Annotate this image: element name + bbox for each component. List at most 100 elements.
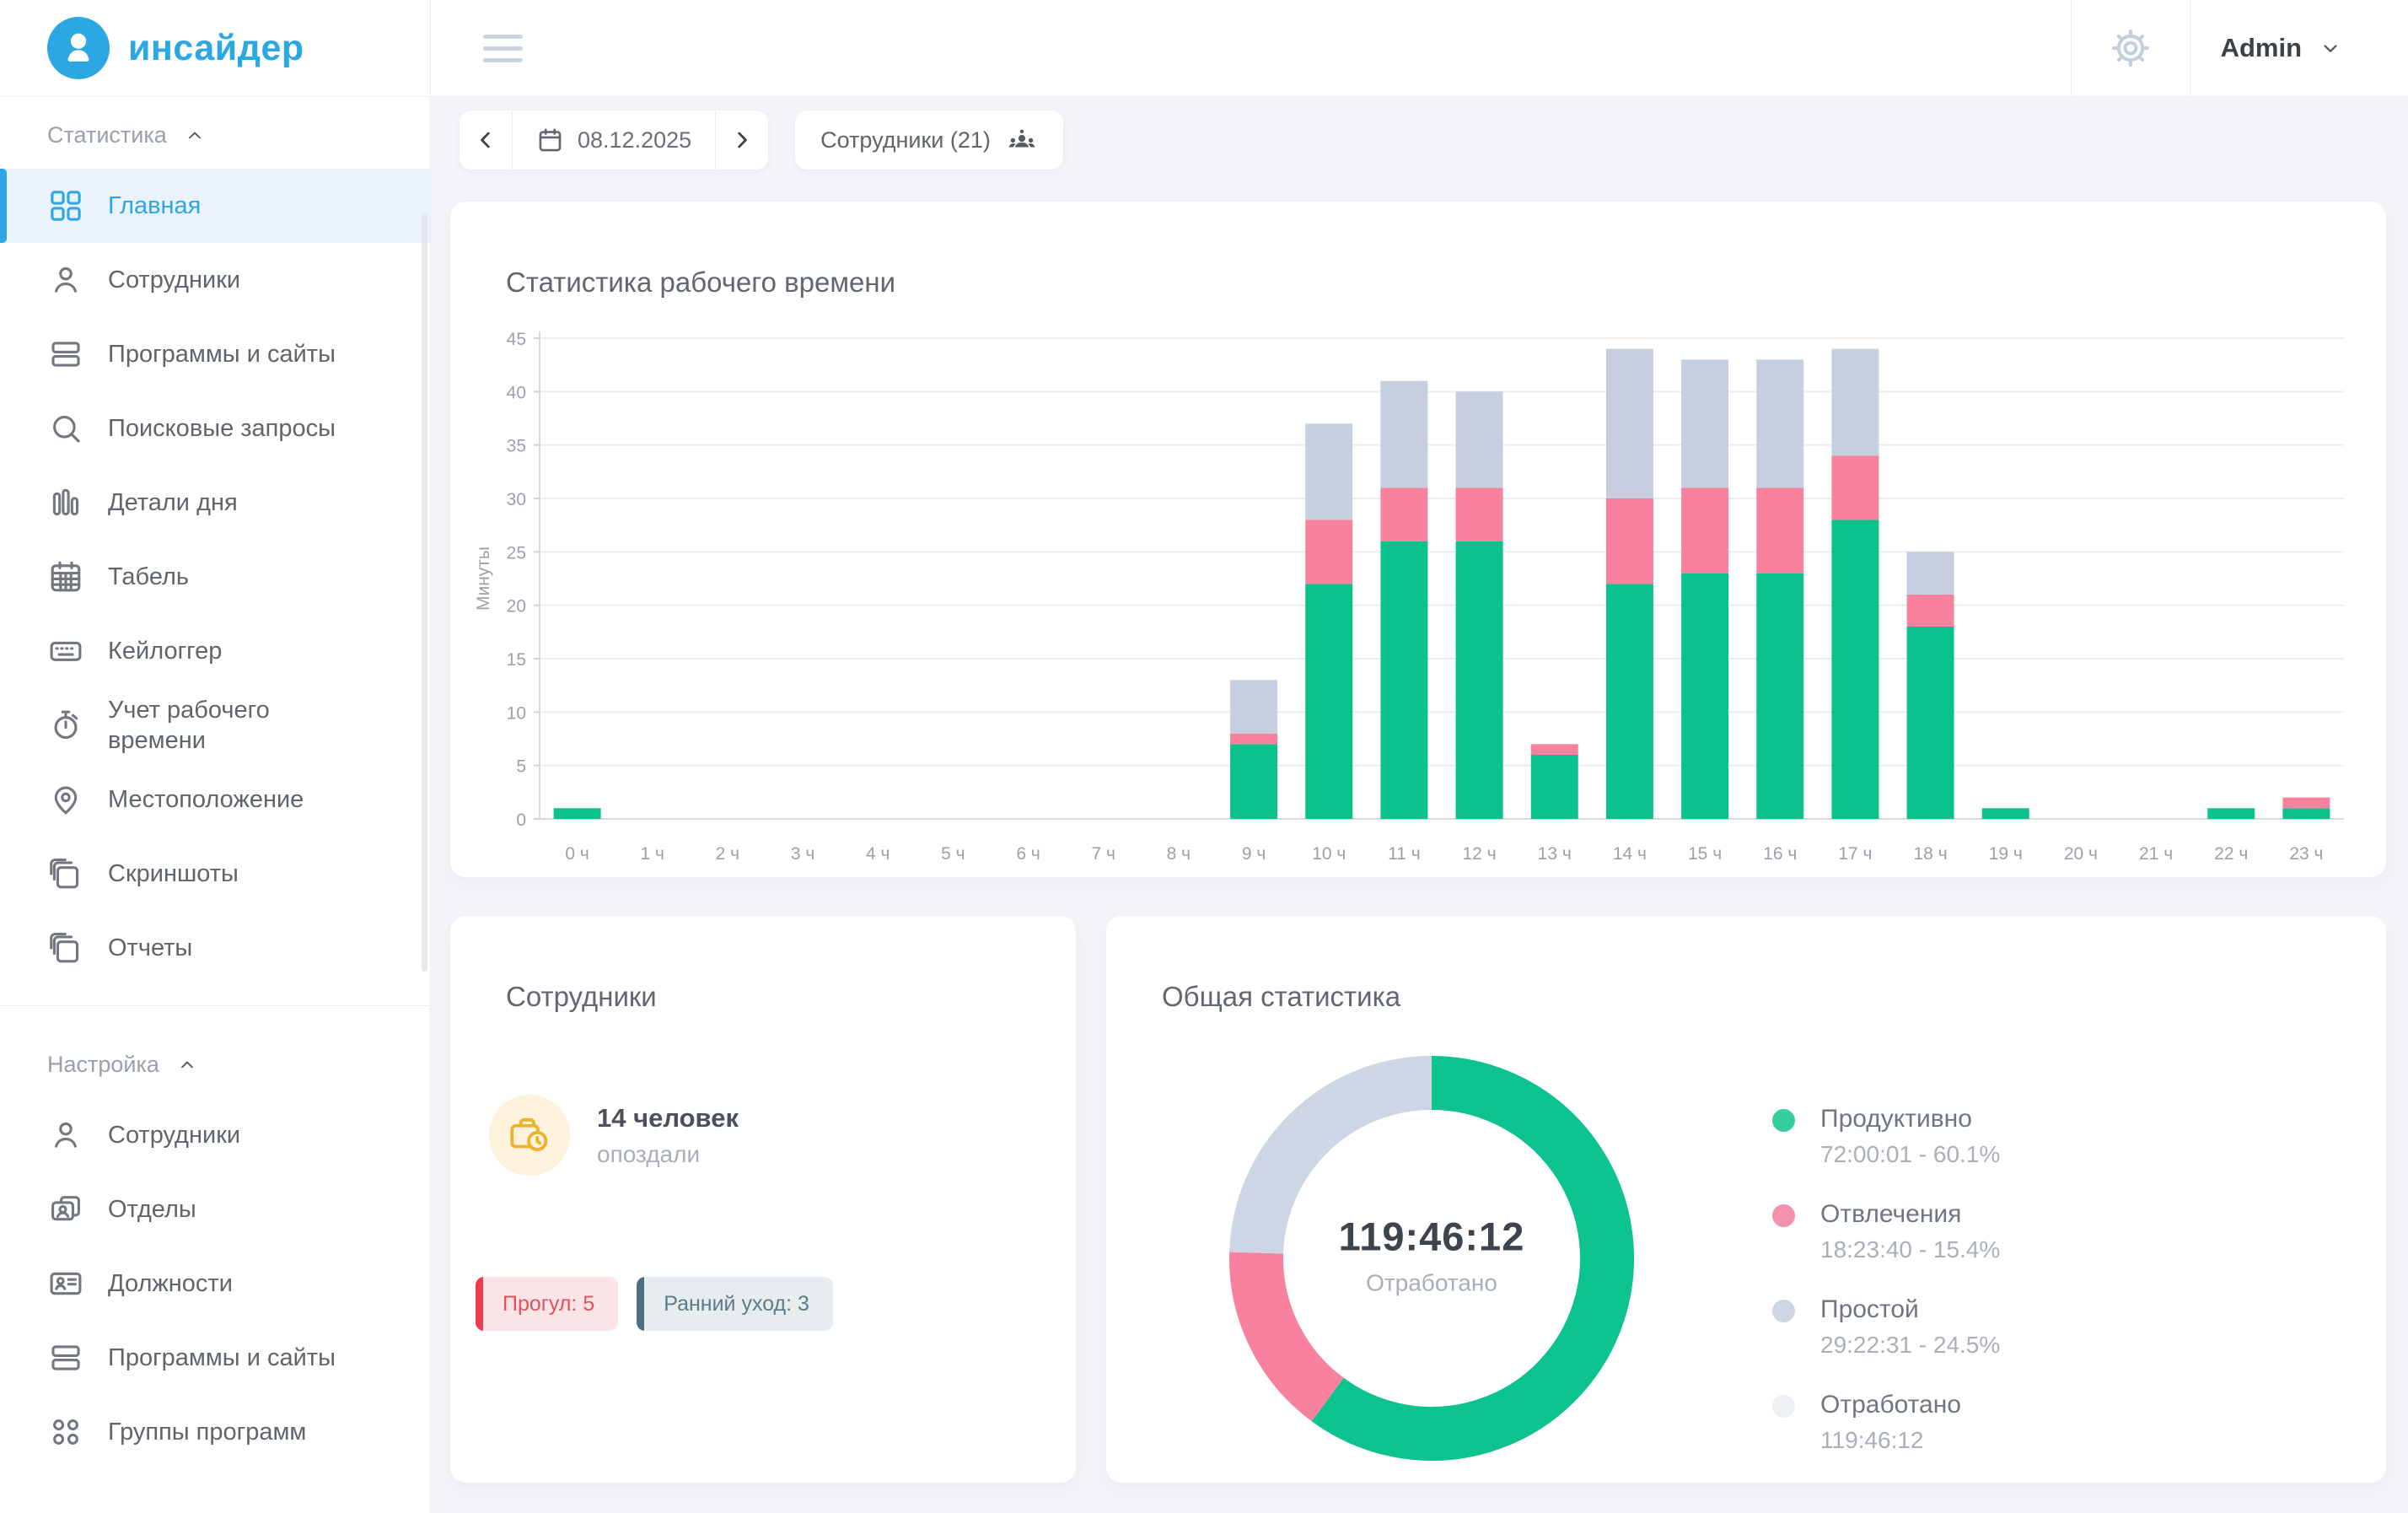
svg-text:9 ч: 9 ч <box>1242 844 1266 864</box>
sidebar-item-employees[interactable]: Сотрудники <box>0 243 430 317</box>
sidebar-item-label: Отчеты <box>108 934 193 961</box>
sidebar-item-screenshots[interactable]: Скриншоты <box>0 837 430 911</box>
topbar-divider <box>2070 0 2072 96</box>
svg-text:25: 25 <box>507 543 526 563</box>
legend-label: Отвлечения <box>1820 1200 1962 1228</box>
sidebar-item-timesheet[interactable]: Табель <box>0 540 430 614</box>
sidebar-section-statistics[interactable]: Статистика <box>0 97 430 169</box>
sidebar-scrollbar[interactable] <box>422 213 427 972</box>
sidebar-item-home[interactable]: Главная <box>0 169 430 243</box>
overall-stats-card: Общая статистика 119:46:12 Отработано Пр… <box>1106 916 2386 1483</box>
worked-total-label: Отработано <box>1366 1269 1497 1296</box>
date-picker[interactable]: 08.12.2025 <box>512 110 717 170</box>
svg-text:30: 30 <box>507 490 526 509</box>
rows-icon <box>47 1339 84 1376</box>
sidebar-section-settings[interactable]: Настройка <box>0 1026 430 1098</box>
svg-text:12 ч: 12 ч <box>1463 844 1497 864</box>
donut-chart: 119:46:12 Отработано <box>1221 1047 1642 1469</box>
idcards-icon <box>47 1191 84 1228</box>
sidebar-item-label: Группы программ <box>108 1418 307 1446</box>
dashboard-icon <box>47 187 84 224</box>
app-logo[interactable]: инсайдер <box>0 0 430 97</box>
topbar: Admin <box>431 0 2408 97</box>
svg-text:0 ч: 0 ч <box>565 844 589 864</box>
donut-mount <box>1221 1047 1642 1473</box>
svg-text:23 ч: 23 ч <box>2289 844 2323 864</box>
hamburger-menu-icon[interactable] <box>483 34 523 62</box>
chevron-down-icon <box>2319 36 2342 60</box>
chevron-up-icon <box>176 1054 198 1076</box>
svg-text:11 ч: 11 ч <box>1388 844 1421 864</box>
svg-text:40: 40 <box>507 383 526 402</box>
sidebar-item-label: Скриншоты <box>108 859 239 887</box>
legend-row-3: Отработано 119:46:12 <box>1772 1391 2000 1454</box>
chip-label: Ранний уход: 3 <box>664 1291 809 1316</box>
sidebar-item-label: Отделы <box>108 1195 196 1223</box>
legend-label: Простой <box>1820 1295 1919 1323</box>
sidebar-item-label: Главная <box>108 191 202 219</box>
employees-card-title: Сотрудники <box>506 981 657 1013</box>
legend-value: 119:46:12 <box>1820 1427 1924 1453</box>
svg-text:10: 10 <box>507 703 526 723</box>
legend-row-0: Продуктивно 72:00:01 - 60.1% <box>1772 1105 2000 1168</box>
late-employees-text: 14 человек опоздали <box>597 1103 739 1168</box>
gear-icon <box>2111 30 2149 67</box>
legend-value: 18:23:40 - 15.4% <box>1820 1236 2001 1263</box>
worked-total-value: 119:46:12 <box>1338 1214 1525 1259</box>
svg-text:18 ч: 18 ч <box>1914 844 1948 864</box>
svg-text:3 ч: 3 ч <box>791 844 814 864</box>
briefcase-clock-icon <box>489 1095 570 1176</box>
svg-text:22 ч: 22 ч <box>2214 844 2248 864</box>
employees-filter-button[interactable]: Сотрудники (21) <box>795 110 1063 170</box>
legend-dot <box>1772 1204 1795 1227</box>
sidebar-item-reports[interactable]: Отчеты <box>0 911 430 985</box>
sidebar-item-label: Сотрудники <box>108 266 241 293</box>
legend-row-2: Простой 29:22:31 - 24.5% <box>1772 1295 2000 1359</box>
prev-day-button[interactable] <box>460 110 512 170</box>
main-area: Admin 08.12.2025 <box>431 0 2408 1513</box>
next-day-button[interactable] <box>716 110 768 170</box>
sidebar: инсайдер Статистика Главная Сотрудники Прог… <box>0 0 431 1513</box>
svg-text:14 ч: 14 ч <box>1613 844 1647 864</box>
chevron-left-icon <box>481 132 490 148</box>
svg-text:20 ч: 20 ч <box>2064 844 2098 864</box>
sidebar-item-programs-sites[interactable]: Программы и сайты <box>0 317 430 391</box>
chip-label: Прогул: 5 <box>503 1291 595 1316</box>
sidebar-item-day-details[interactable]: Детали дня <box>0 466 430 540</box>
sidebar-section-title: Статистика <box>47 122 167 148</box>
sidebar-item-keylogger[interactable]: Кейлоггер <box>0 614 430 688</box>
legend-texts: Отработано 119:46:12 <box>1820 1391 1961 1454</box>
sidebar-item-positions[interactable]: Должности <box>0 1246 430 1321</box>
sidebar-item-employees-settings[interactable]: Сотрудники <box>0 1098 430 1172</box>
sidebar-item-label: Программы и сайты <box>108 340 336 368</box>
working-time-title: Статистика рабочего времени <box>506 267 896 299</box>
chip-accent-bar <box>637 1277 645 1331</box>
donut-legend: Продуктивно 72:00:01 - 60.1% Отвлечения 18:… <box>1772 1105 2000 1454</box>
svg-text:2 ч: 2 ч <box>716 844 739 864</box>
sidebar-item-location[interactable]: Местоположение <box>0 762 430 837</box>
legend-dot <box>1772 1300 1795 1322</box>
overall-stats-donut <box>1229 1056 1634 1461</box>
people-group-icon <box>1006 124 1038 156</box>
sidebar-nav: Статистика Главная Сотрудники Программы и с… <box>0 97 430 1469</box>
sidebar-item-departments[interactable]: Отделы <box>0 1172 430 1246</box>
stopwatch-icon <box>47 707 84 744</box>
svg-text:6 ч: 6 ч <box>1016 844 1040 864</box>
sidebar-item-program-groups[interactable]: Группы программ <box>0 1395 430 1469</box>
sidebar-item-programs-sites-settings[interactable]: Программы и сайты <box>0 1321 430 1395</box>
user-icon <box>47 261 84 299</box>
admin-label: Admin <box>2220 33 2302 62</box>
chip-accent-bar <box>476 1277 483 1331</box>
sidebar-item-label: Должности <box>108 1269 233 1297</box>
date-pager: 08.12.2025 <box>460 110 769 170</box>
svg-text:16 ч: 16 ч <box>1763 844 1797 864</box>
sidebar-item-label: Программы и сайты <box>108 1343 336 1371</box>
admin-user-menu[interactable]: Admin <box>2190 0 2408 96</box>
sidebar-item-label: Табель <box>108 563 190 590</box>
dotsgrid-icon <box>47 1413 84 1451</box>
sidebar-item-time-tracking[interactable]: Учет рабочего времени <box>0 688 430 762</box>
logo-text: инсайдер <box>128 27 304 68</box>
sidebar-item-search-queries[interactable]: Поисковые запросы <box>0 391 430 466</box>
badge-icon <box>47 1265 84 1302</box>
settings-gear-button[interactable] <box>2072 0 2190 96</box>
